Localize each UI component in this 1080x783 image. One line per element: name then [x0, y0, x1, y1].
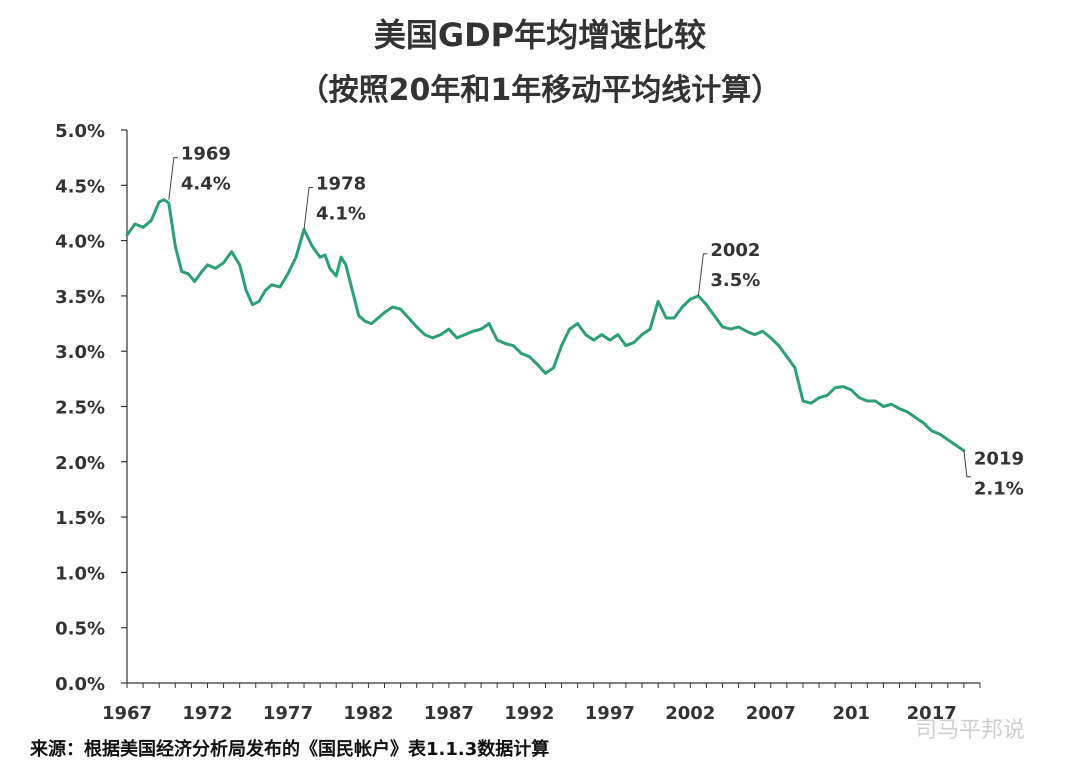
x-tick-label: 1992: [504, 703, 554, 724]
x-tick-label: 2007: [746, 703, 796, 724]
annotation-year: 2002: [710, 240, 760, 261]
annotation-leader: [168, 157, 178, 200]
chart-title: 美国GDP年均增速比较: [374, 16, 706, 54]
y-tick-label: 1.5%: [55, 508, 105, 529]
annotation-year: 1969: [181, 144, 231, 165]
y-tick-label: 4.5%: [55, 176, 105, 197]
y-tick-label: 5.0%: [55, 121, 105, 142]
annotation-year: 2019: [974, 449, 1024, 470]
series-line: [125, 198, 966, 453]
annotation: 1978 4.1%: [303, 174, 366, 230]
y-tick-label: 0.0%: [55, 674, 105, 695]
annotation-layer: 1969 4.4% 1978 4.1% 2002 3.5% 2019 2.1%: [168, 144, 1024, 500]
source-note: 来源：根据美国经济分析局发布的《国民帐户》表1.1.3数据计算: [29, 738, 549, 760]
annotation-value: 4.1%: [316, 204, 366, 225]
y-tick-label: 0.5%: [55, 619, 105, 640]
annotation-value: 3.5%: [710, 270, 760, 291]
x-tick-label: 1967: [102, 703, 152, 724]
annotation: 1969 4.4%: [168, 144, 231, 200]
y-tick-label: 2.0%: [55, 453, 105, 474]
annotation-leader: [697, 253, 708, 296]
x-axis: 1967 1972 1977 1982 1987 1992 1997 2002 2007 201 2…: [102, 682, 981, 724]
annotation-value: 4.4%: [181, 174, 231, 195]
series-layer: [125, 198, 966, 453]
x-tick-label: 2017: [907, 703, 957, 724]
annotation-year: 1978: [316, 174, 366, 195]
y-tick-label: 2.5%: [55, 398, 105, 419]
y-tick-label: 1.0%: [55, 563, 105, 584]
x-tick-label: 1982: [343, 703, 393, 724]
annotation: 2019 2.1%: [963, 449, 1024, 500]
y-tick-label: 3.5%: [55, 287, 105, 308]
chart-subtitle: （按照20年和1年移动平均线计算）: [299, 73, 782, 108]
annotation-leader: [303, 187, 314, 230]
y-axis: 0.0% 0.5% 1.0% 1.5% 2.0% 2.5% 3.0% 3.5% 4.0% 4.5%…: [55, 121, 128, 695]
y-tick-label: 4.0%: [55, 232, 105, 253]
x-tick-label: 1972: [182, 703, 232, 724]
x-tick-label: 1997: [585, 703, 635, 724]
annotation-value: 2.1%: [974, 479, 1024, 500]
x-tick-label: 2002: [665, 703, 715, 724]
watermark: 司马平邦说: [915, 718, 1025, 743]
x-tick-label: 201: [832, 703, 870, 724]
y-tick-label: 3.0%: [55, 342, 105, 363]
annotation: 2002 3.5%: [697, 240, 760, 296]
x-tick-label: 1987: [424, 703, 474, 724]
annotation-leader: [963, 450, 971, 478]
x-tick-label: 1977: [263, 703, 313, 724]
